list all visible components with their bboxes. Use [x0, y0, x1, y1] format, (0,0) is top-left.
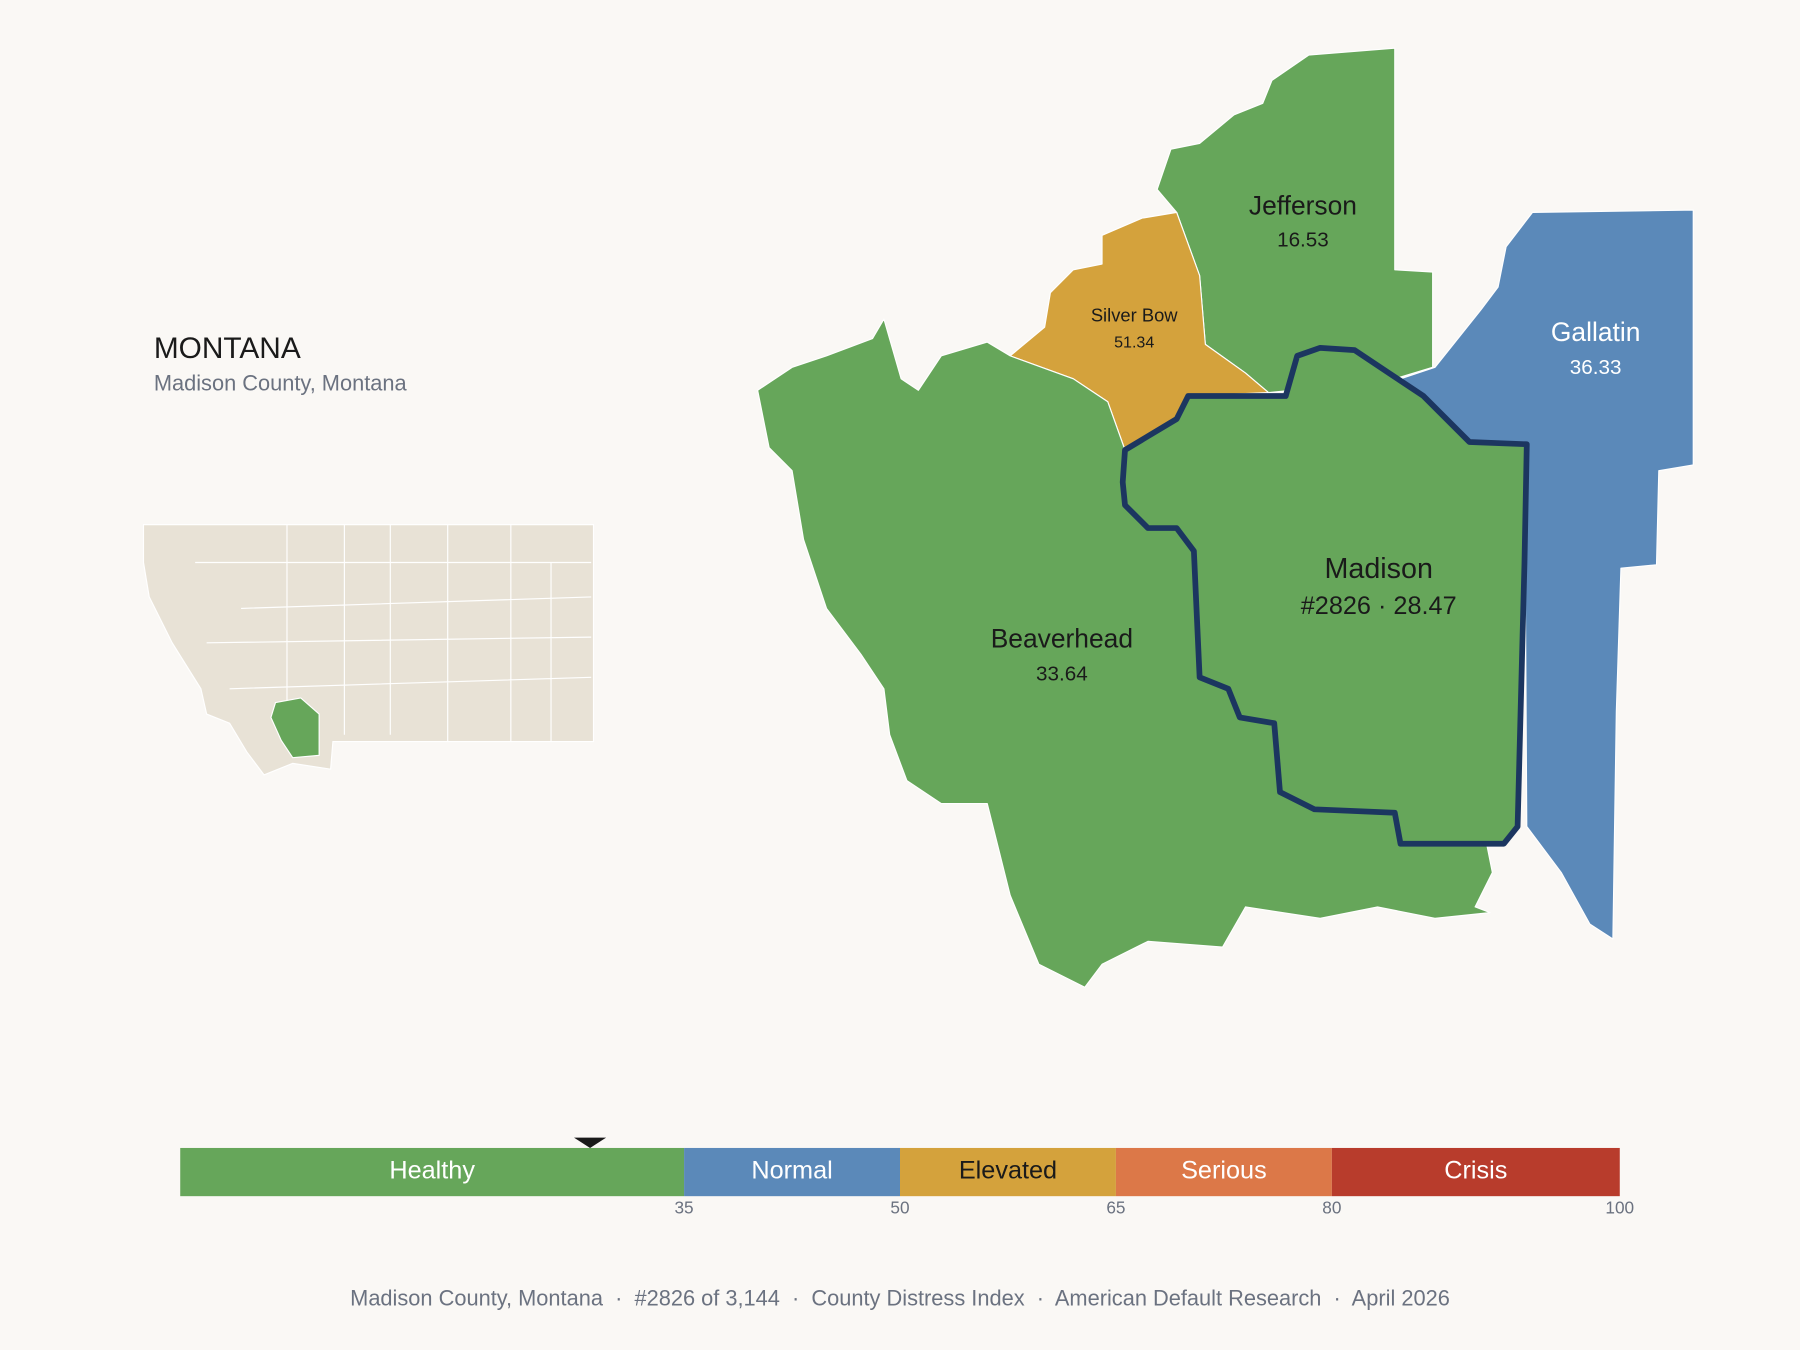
footer: Madison County, Montana · #2826 of 3,144… — [350, 1285, 1450, 1310]
inset-map — [142, 524, 595, 776]
county-value: 33.64 — [1036, 662, 1088, 685]
inset-highlight — [270, 697, 320, 759]
county-lines — [195, 524, 592, 742]
county-name: Beaverhead — [991, 624, 1133, 654]
county-shape — [1119, 344, 1530, 847]
legend-band — [1115, 1147, 1332, 1197]
legend: Healthy Normal Elevated Serious Crisis 35 50 65… — [180, 1137, 1634, 1217]
county-name: Gallatin — [1551, 317, 1640, 347]
legend-label: Healthy — [389, 1157, 475, 1185]
county-name: Madison — [1324, 553, 1432, 585]
legend-tick: 100 — [1605, 1197, 1634, 1217]
legend-label: Crisis — [1444, 1157, 1507, 1185]
county-value: 16.53 — [1277, 229, 1329, 252]
legend-label: Elevated — [959, 1157, 1057, 1185]
state-shape — [142, 524, 595, 776]
legend-label: Normal — [751, 1157, 832, 1185]
county-name: Jefferson — [1249, 191, 1357, 221]
legend-tick: 65 — [1106, 1197, 1125, 1217]
legend-tick: 50 — [890, 1197, 909, 1217]
legend-label: Serious — [1181, 1157, 1267, 1185]
legend-tick: 80 — [1322, 1197, 1341, 1217]
score-pointer — [573, 1137, 607, 1148]
county-value: 36.33 — [1570, 356, 1622, 379]
county-value: #2826 · 28.47 — [1301, 592, 1457, 620]
county-value: 51.34 — [1114, 333, 1154, 351]
legend-band — [900, 1147, 1116, 1197]
state-title: MONTANA — [154, 332, 301, 365]
counties: Jefferson 16.53 Silver Bow 51.34 Gallatin 36.… — [757, 47, 1694, 988]
legend-band — [1331, 1147, 1620, 1197]
legend-band — [684, 1147, 900, 1197]
subtitle: Madison County, Montana — [154, 370, 408, 395]
county-name: Silver Bow — [1091, 305, 1178, 326]
legend-tick: 35 — [674, 1197, 693, 1217]
legend-band — [180, 1147, 685, 1197]
